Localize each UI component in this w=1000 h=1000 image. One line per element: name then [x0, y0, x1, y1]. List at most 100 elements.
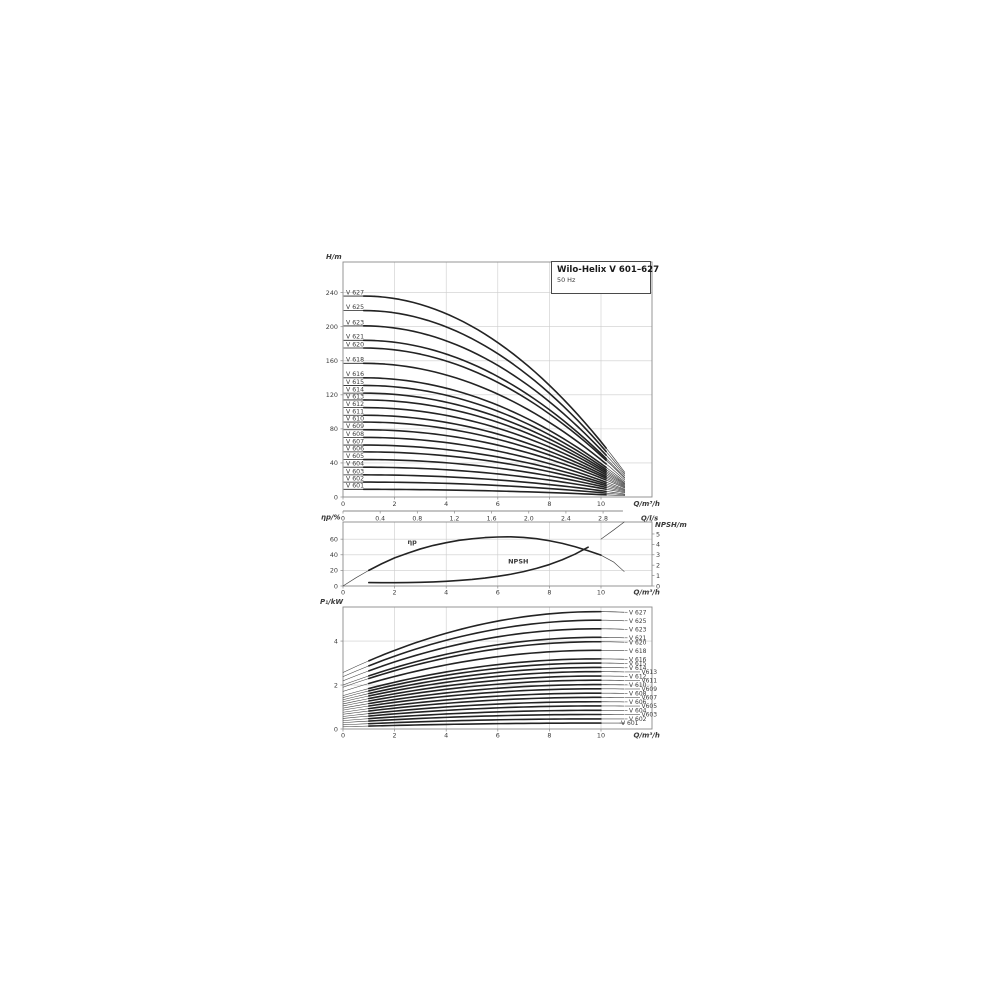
head-curve-v-603 [362, 474, 607, 493]
head-curve-v-602-tail [605, 492, 626, 496]
pump-curve-label: V 611 [346, 409, 364, 416]
power-curve-v-608 [368, 692, 602, 710]
head-curve-v-605 [362, 458, 607, 489]
head-curve-v-609-tail [605, 479, 626, 489]
power-curve-v-602 [368, 718, 602, 725]
y-tick-label: 240 [326, 289, 338, 297]
pump-curve-label: V 623 [629, 626, 647, 633]
power-curve-v603-lead [342, 720, 370, 723]
pump-curve-label: V 627 [629, 609, 647, 616]
y-tick-label: 80 [330, 425, 338, 433]
power-curve-v-606 [368, 700, 602, 715]
pump-curve-label: V605 [642, 703, 658, 710]
y-axis-title: H/m [326, 253, 342, 261]
head-curve-v-608-tail [605, 481, 626, 490]
power-curve-v-604-lead [342, 718, 370, 721]
power-curve-v-627-lead [342, 660, 370, 673]
head-curve-v-611-tail [605, 476, 626, 487]
pump-curve-label: V 601 [346, 483, 364, 490]
x2-tick-label: 0.8 [412, 516, 422, 523]
x-tick-label: 6 [496, 500, 500, 508]
x-tick-label: 10 [597, 500, 605, 508]
pump-curve-label: V 612 [629, 673, 647, 680]
head-curve-v-627 [362, 295, 607, 449]
efficiency-curve [368, 536, 602, 572]
x-axis-title: Q/m³/h [634, 732, 660, 740]
power-curve-v-621 [368, 636, 602, 677]
x-tick-label: 8 [547, 732, 551, 740]
x-tick-label: 10 [597, 732, 605, 740]
x-tick-label: 6 [496, 732, 500, 740]
efficiency-curve-label: ηp [408, 538, 418, 546]
x2-tick-label: 0 [341, 516, 345, 523]
pump-curve-label: V 602 [629, 716, 647, 723]
power-curve-v-612 [368, 675, 602, 700]
power-curve-v-604 [368, 709, 602, 720]
x2-tick-label: 2.0 [524, 516, 534, 523]
x-axis-title: Q/m³/h [634, 500, 660, 508]
pump-curve-label: V 605 [346, 453, 364, 460]
y-axis-title: P₁/kW [320, 598, 343, 606]
y-tick-label: 0 [334, 725, 338, 733]
head-curve-v-610 [362, 421, 607, 480]
pump-curve-label: V 610 [629, 682, 647, 689]
power-curve-v-614 [368, 666, 602, 695]
pump-curve-label: V 607 [346, 438, 364, 445]
pump-curve-label: V 609 [346, 423, 364, 430]
chart-title: Wilo-Helix V 601–627 [557, 265, 660, 275]
x-tick-label: 4 [444, 732, 448, 740]
y-tick-label: 2 [334, 681, 338, 689]
power-curve-v-618 [368, 649, 602, 685]
head-curve-v-601-tail [605, 494, 626, 497]
head-curve-v-612 [362, 406, 607, 476]
pump-curve-label: V 615 [346, 379, 364, 386]
chart-subtitle: 50 Hz [557, 276, 576, 284]
x-tick-label: 2 [393, 732, 397, 740]
head-curve-v-615 [362, 384, 607, 471]
head-curve-v-604 [362, 466, 607, 491]
head-curve-v-614-tail [605, 471, 626, 485]
pump-curve-label: V 618 [629, 648, 647, 655]
efficiency-npsh-chart: 0 20 40 60 0 1 2 3 4 5 0 2 4 6 8 10 ηp/% NPSH/m Q/m³/h ηp NP… [321, 514, 687, 597]
right-tick-label: 2 [656, 561, 660, 569]
power-curve-v603 [368, 713, 602, 722]
power-curve-v-610 [368, 683, 602, 705]
pump-curve-label: V 608 [346, 431, 364, 438]
power-curve-v-623-tail [600, 628, 625, 630]
x-tick-label: 10 [597, 589, 605, 597]
pump-curve-label: V607 [642, 695, 658, 702]
npsh-curve-label: NPSH [508, 558, 528, 566]
power-curve-v-625 [368, 619, 602, 667]
x2-tick-label: 1.6 [487, 516, 497, 523]
right-tick-label: 1 [656, 572, 660, 580]
x-tick-label: 0 [341, 500, 345, 508]
left-tick-label: 40 [330, 551, 338, 559]
head-curve-v-610-tail [605, 477, 626, 488]
flow-lps-axis: 0 0.4 0.8 1.2 1.6 2.0 2.4 2.8 Q/l/s [341, 510, 658, 523]
head-curve-v-602 [362, 481, 607, 494]
pump-curve-label: V 613 [346, 393, 364, 400]
pump-curve-label: V 602 [346, 475, 364, 482]
power-curve-v-620-lead [342, 678, 370, 688]
head-curve-v-623 [362, 325, 607, 456]
left-axis-title: ηp/% [321, 514, 341, 522]
x-axis-title: Q/m³/h [634, 589, 660, 597]
left-tick-label: 60 [330, 535, 338, 543]
head-curve-v-609 [362, 428, 607, 481]
y-tick-label: 0 [334, 493, 338, 501]
pump-curve-label: V 615 [629, 661, 647, 668]
power-curve-v-615-lead [342, 690, 370, 698]
head-curve-v-614 [362, 392, 607, 473]
chart-title-box: Wilo-Helix V 601–627 50 Hz [551, 261, 660, 294]
npsh-curve-tail [600, 521, 625, 540]
pump-curve-label: V 612 [346, 401, 364, 408]
pump-curve-label: V 620 [629, 639, 647, 646]
right-axis-title: NPSH/m [655, 521, 687, 529]
head-curve-v-616 [362, 377, 607, 469]
y-tick-label: 120 [326, 391, 338, 399]
head-curve-v-601 [362, 488, 607, 496]
head-curve-v-606-tail [605, 485, 626, 492]
left-tick-label: 0 [334, 582, 338, 590]
x2-tick-label: 1.2 [450, 516, 460, 523]
